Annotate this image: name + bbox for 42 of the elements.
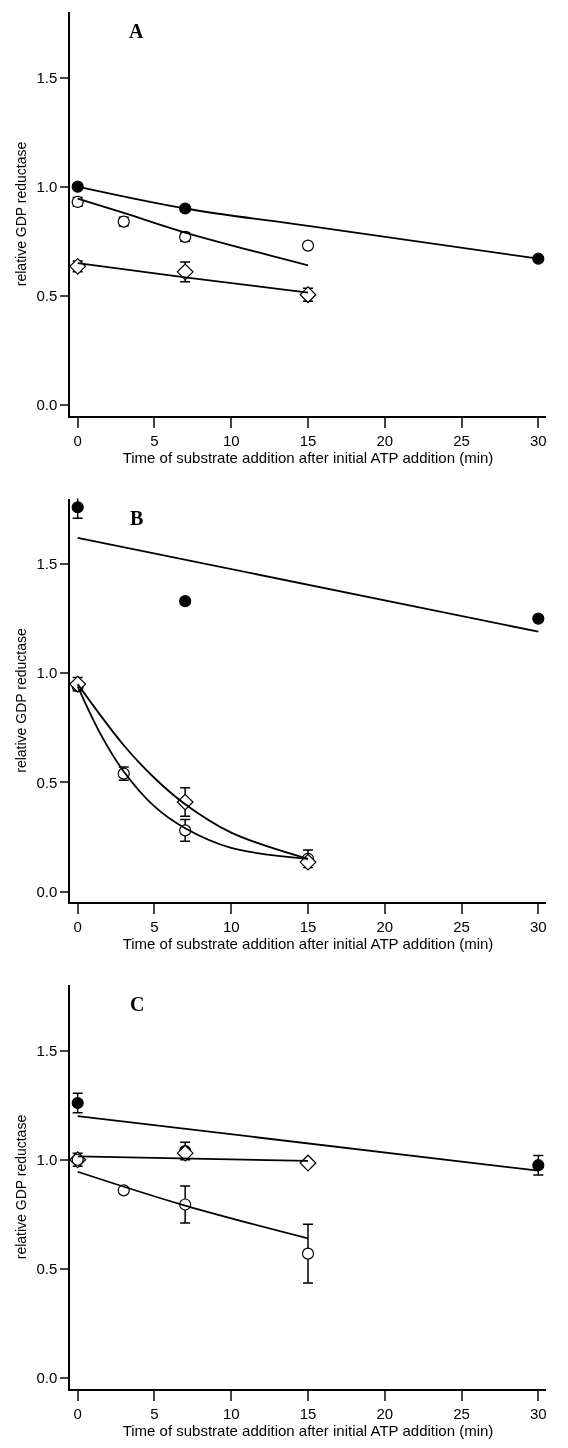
y-axis-title: relative GDP reductase <box>13 1114 30 1260</box>
x-tick-label: 0 <box>73 918 82 936</box>
x-tick-label: 5 <box>150 1404 159 1422</box>
y-tick-label: 1.5 <box>36 555 58 573</box>
x-axis-title: Time of substrate addition after initial ATP addition (min) <box>122 448 494 466</box>
chart-title: B <box>130 507 144 529</box>
x-axis-title: Time of substrate addition after initial ATP addition (min) <box>122 935 494 953</box>
x-tick-label: 0 <box>73 1404 82 1422</box>
y-axis-title: relative GDP reductase <box>13 141 30 287</box>
y-tick-label: 0.0 <box>36 882 58 900</box>
y-tick-label: 1.5 <box>36 1041 58 1059</box>
y-tick-label: 0.5 <box>36 287 58 305</box>
x-tick-label: 15 <box>299 431 317 449</box>
y-tick-label: 0.0 <box>36 1369 58 1387</box>
y-tick-label: 1.0 <box>36 664 58 682</box>
x-tick-label: 30 <box>529 431 547 449</box>
x-tick-label: 20 <box>376 918 394 936</box>
y-tick-label: 1.5 <box>36 68 58 86</box>
x-tick-label: 25 <box>453 1404 470 1422</box>
x-tick-label: 30 <box>529 1404 547 1422</box>
x-tick-label: 25 <box>453 431 470 449</box>
y-axis-title: relative GDP reductase <box>13 628 30 773</box>
x-tick-label: 15 <box>299 1404 317 1422</box>
x-tick-label: 0 <box>73 431 82 449</box>
y-tick-label: 1.0 <box>36 177 58 195</box>
x-tick-label: 20 <box>376 431 394 449</box>
x-tick-label: 10 <box>222 431 240 449</box>
x-tick-label: 10 <box>222 918 240 936</box>
y-tick-label: 0.5 <box>36 773 58 791</box>
chart-title: C <box>130 993 145 1015</box>
x-tick-label: 25 <box>453 918 470 936</box>
y-tick-label: 1.0 <box>36 1151 58 1168</box>
x-tick-label: 5 <box>150 431 159 449</box>
y-tick-label: 0.5 <box>36 1260 58 1278</box>
x-tick-label: 10 <box>222 1404 240 1422</box>
x-tick-label: 15 <box>299 918 317 936</box>
x-tick-label: 30 <box>529 918 547 936</box>
x-axis-title: Time of substrate addition after initial ATP addition (min) <box>122 1421 494 1439</box>
chart-title: A <box>129 20 144 42</box>
x-tick-label: 20 <box>376 1404 394 1422</box>
y-tick-label: 0.0 <box>36 396 58 414</box>
x-tick-label: 5 <box>150 918 159 936</box>
